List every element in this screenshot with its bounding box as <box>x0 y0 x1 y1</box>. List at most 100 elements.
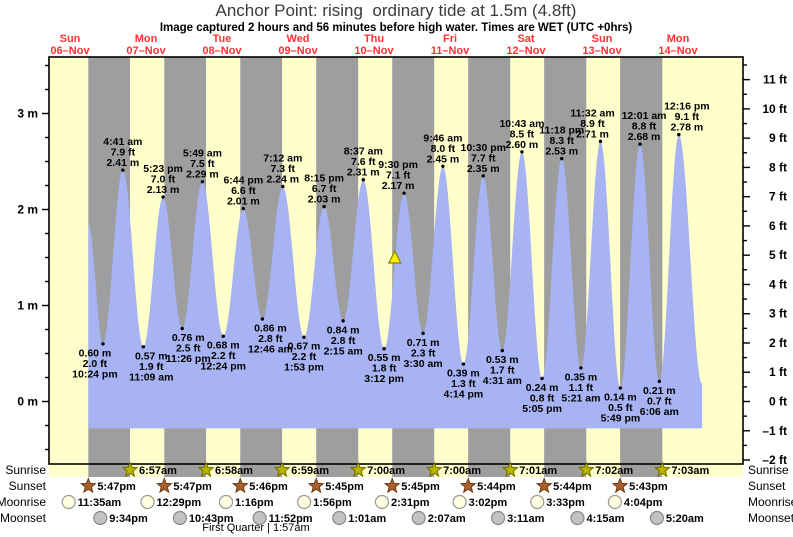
high-tide-label: 12:16 pm9.1 ft2.78 m <box>664 101 710 137</box>
day-name: Sun <box>60 33 81 45</box>
tide-label-line: 2.0 ft <box>83 358 108 370</box>
tide-extreme-dot <box>638 142 642 146</box>
tide-label-line: 3:12 pm <box>364 373 404 385</box>
sunrise-time: 6:57am <box>139 465 177 477</box>
sunset-time: 5:44pm <box>553 481 592 493</box>
high-tide-label: 10:43 am8.5 ft2.60 m <box>499 118 544 154</box>
sunrise-time: 7:01am <box>519 465 557 477</box>
sunrise-time: 6:59am <box>291 465 329 477</box>
sunset-icon <box>611 477 629 494</box>
moonset-icon <box>93 510 108 526</box>
tide-extreme-dot <box>421 331 425 336</box>
moonrise-time: 1:16pm <box>235 497 274 509</box>
tide-extreme-dot <box>121 168 125 172</box>
tide-extreme-dot <box>161 195 165 199</box>
tide-label-line: 2.8 ft <box>331 335 356 347</box>
moonrise-icon <box>140 494 155 510</box>
tide-label-line: 9:46 am <box>423 132 462 144</box>
tide-label-line: 1.1 ft <box>569 382 594 394</box>
tide-label-line: 1.3 ft <box>451 378 476 390</box>
sunrise-icon <box>425 461 443 478</box>
tide-extreme-dot <box>618 386 623 390</box>
moonrise-icon <box>297 494 312 510</box>
tide-area-curve <box>88 134 703 429</box>
day-date: 07–Nov <box>126 45 166 57</box>
tide-label-line: 6.6 ft <box>231 185 256 197</box>
low-tide-label: 0.21 m0.7 ft6:06 am <box>640 379 679 418</box>
moonrise-time: 2:31pm <box>391 497 430 509</box>
high-tide-label: 9:46 am8.0 ft2.45 m <box>423 132 462 168</box>
axis-label-ft: 4 ft <box>769 277 787 291</box>
day-name: Sun <box>592 33 613 45</box>
tide-label-line: 2:15 am <box>324 345 363 357</box>
moonset-icon <box>649 510 664 526</box>
tide-label-line: 2.8 ft <box>258 333 283 345</box>
row-label-sunrise-right: Sunrise <box>748 463 789 477</box>
axis-label-ft: 1 ft <box>769 365 787 379</box>
high-tide-label: 12:01 am8.8 ft2.68 m <box>622 110 667 146</box>
moonset-time: 2:07am <box>428 513 466 525</box>
low-tide-label: 0.35 m1.1 ft5:21 am <box>561 366 600 404</box>
tide-label-line: 8:15 pm <box>304 173 344 185</box>
low-tide-label: 0.84 m2.8 ft2:15 am <box>324 319 363 357</box>
high-tide-label: 7:12 am7.3 ft2.24 m <box>263 152 302 189</box>
tide-label-line: 6:06 am <box>640 406 679 418</box>
tide-extreme-dot <box>560 156 564 161</box>
high-tide-label: 4:41 am7.9 ft2.41 m <box>103 136 142 172</box>
tide-label-line: 8.8 ft <box>632 121 657 133</box>
tide-extreme-dot <box>402 191 406 195</box>
tide-label-line: 0.21 m <box>643 385 676 397</box>
moonrise-time: 4:04pm <box>624 497 663 509</box>
tide-label-line: 12:01 am <box>622 110 667 122</box>
sunset-time: 5:44pm <box>477 481 516 493</box>
tide-label-line: 0.68 m <box>207 340 240 352</box>
tide-label-line: 2.17 m <box>382 180 415 192</box>
axis-label-ft: 11 ft <box>763 73 787 87</box>
day-date: 08–Nov <box>202 45 242 57</box>
tide-label-line: 1.9 ft <box>139 361 164 373</box>
tide-label-line: 0.86 m <box>254 322 287 334</box>
tide-label-line: 0.14 m <box>604 392 637 404</box>
sunset-icon <box>535 477 553 494</box>
tide-label-line: 6.7 ft <box>312 183 337 195</box>
moonset-time: 11:52pm <box>269 513 313 525</box>
sunrise-time: 7:02am <box>595 465 633 477</box>
current-tide-marker <box>387 249 402 264</box>
axis-label-ft: 3 ft <box>769 307 787 321</box>
tide-label-line: 8.5 ft <box>510 128 535 140</box>
tide-label-line: 2.41 m <box>106 157 139 169</box>
tide-label-line: 0.60 m <box>79 347 112 359</box>
tide-extreme-dot <box>322 204 326 209</box>
day-date: 11–Nov <box>431 45 470 57</box>
sunrise-time: 7:03am <box>671 465 709 477</box>
moonrise-icon <box>61 494 76 510</box>
moonset-icon <box>332 510 347 526</box>
tide-label-line: 12:16 pm <box>664 101 710 113</box>
axis-label-m: 3 m <box>17 107 38 121</box>
tide-label-line: 7.6 ft <box>351 156 376 168</box>
tide-label-line: 2.35 m <box>467 163 500 175</box>
tide-label-line: 8.0 ft <box>431 143 456 155</box>
tide-label-line: 8.9 ft <box>580 118 605 130</box>
tide-label-line: 5:23 pm <box>143 163 183 175</box>
sunset-icon <box>459 477 477 494</box>
sunset-icon <box>307 477 325 494</box>
tide-extreme-dot <box>341 319 345 323</box>
sunset-time: 5:43pm <box>629 481 668 493</box>
moonrise-icon <box>530 494 545 510</box>
tide-label-line: 8:37 am <box>344 146 383 158</box>
tide-label-line: 2.03 m <box>308 194 341 206</box>
sunrise-time: 6:58am <box>215 465 253 477</box>
high-tide-label: 11:32 am8.9 ft2.71 m <box>570 107 615 144</box>
tide-label-line: 4:14 pm <box>444 389 484 401</box>
day-name: Mon <box>667 33 690 45</box>
tide-label-line: 0.84 m <box>327 324 360 336</box>
tide-extreme-dot <box>101 342 105 346</box>
